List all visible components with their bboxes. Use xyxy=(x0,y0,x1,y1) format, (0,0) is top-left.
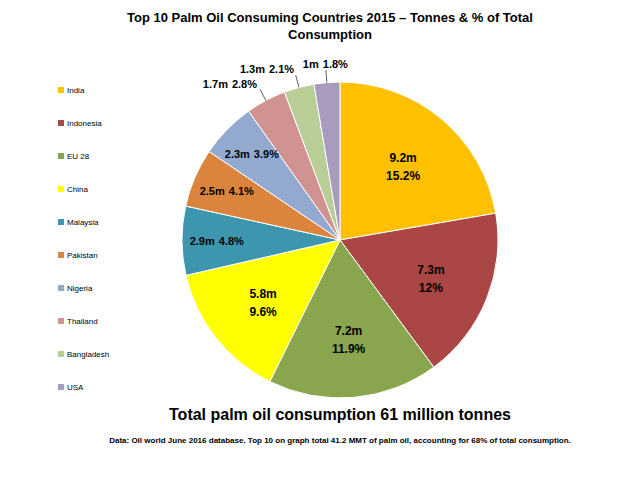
data-label: 2.3m 3.9% xyxy=(225,148,279,160)
data-label-percent: 3.9% xyxy=(254,148,279,160)
leader-line xyxy=(260,89,266,100)
footnote: Data: Oil world June 2016 database. Top … xyxy=(109,436,571,445)
subtitle: Total palm oil consumption 61 million to… xyxy=(169,406,511,423)
pie-slice xyxy=(314,82,340,240)
data-label: 2.9m 4.8% xyxy=(190,235,244,247)
legend-label: China xyxy=(67,185,88,194)
legend-label: EU 28 xyxy=(67,152,90,161)
data-label: 9.2m 15.2% xyxy=(386,151,420,183)
leader-line xyxy=(296,75,299,87)
legend-label: Malaysia xyxy=(67,218,99,227)
legend-swatch xyxy=(58,318,64,324)
data-label-percent: 9.6% xyxy=(249,305,277,319)
data-label-tonnes: 5.8m xyxy=(249,287,276,301)
legend-swatch xyxy=(58,285,64,291)
legend-label: USA xyxy=(67,383,84,392)
legend-swatch xyxy=(58,351,64,357)
data-label-percent: 4.8% xyxy=(219,235,244,247)
legend: India Indonesia EU 28 China Malaysia Pakistan… xyxy=(58,86,109,392)
pie-slice xyxy=(340,82,496,240)
data-label: 7.3m 12% xyxy=(417,263,444,295)
data-label-tonnes: 1.7m xyxy=(203,78,228,90)
data-label: 2.5m 4.1% xyxy=(200,185,254,197)
data-label-tonnes: 7.2m xyxy=(335,324,362,338)
title-line: Consumption xyxy=(288,27,372,42)
data-label-percent: 4.1% xyxy=(229,185,254,197)
data-label-tonnes: 9.2m xyxy=(389,151,416,165)
legend-label: Nigeria xyxy=(67,284,93,293)
legend-label: Thailand xyxy=(67,317,98,326)
data-label: 7.2m 11.9% xyxy=(332,324,366,356)
data-label: 1.7m 2.8% xyxy=(203,78,257,90)
legend-label: Pakistan xyxy=(67,251,98,260)
pie xyxy=(182,82,498,398)
data-label: 1m 1.8% xyxy=(303,58,348,70)
data-label-percent: 1.8% xyxy=(323,58,348,70)
legend-swatch xyxy=(58,384,64,390)
chart: Top 10 Palm Oil Consuming Countries 2015… xyxy=(0,0,638,479)
legend-swatch xyxy=(58,219,64,225)
data-label-percent: 2.1% xyxy=(269,63,294,75)
data-label-percent: 2.8% xyxy=(232,78,257,90)
data-label-tonnes: 2.3m xyxy=(225,148,250,160)
legend-swatch xyxy=(58,120,64,126)
data-label: 5.8m 9.6% xyxy=(249,287,277,319)
legend-label: India xyxy=(67,86,85,95)
data-label-percent: 15.2% xyxy=(386,169,420,183)
title-line: Top 10 Palm Oil Consuming Countries 2015… xyxy=(127,10,533,25)
leader-line xyxy=(326,70,327,83)
data-label-tonnes: 2.9m xyxy=(190,235,215,247)
data-label-tonnes: 2.5m xyxy=(200,185,225,197)
legend-label: Bangladesh xyxy=(67,350,109,359)
legend-label: Indonesia xyxy=(67,119,102,128)
data-labels: 9.2m 15.2% 7.3m 12% 7.2m 11.9% 5.8m 9.6% 2.9m 4.8… xyxy=(190,58,445,356)
data-label-percent: 11.9% xyxy=(332,342,366,356)
data-label: 1.3m 2.1% xyxy=(240,63,294,75)
legend-swatch xyxy=(58,252,64,258)
data-label-tonnes: 1.3m xyxy=(240,63,265,75)
title: Top 10 Palm Oil Consuming Countries 2015… xyxy=(127,10,533,42)
data-label-tonnes: 1m xyxy=(303,58,319,70)
legend-swatch xyxy=(58,87,64,93)
data-label-tonnes: 7.3m xyxy=(417,263,444,277)
legend-swatch xyxy=(58,153,64,159)
legend-swatch xyxy=(58,186,64,192)
data-label-percent: 12% xyxy=(419,281,443,295)
